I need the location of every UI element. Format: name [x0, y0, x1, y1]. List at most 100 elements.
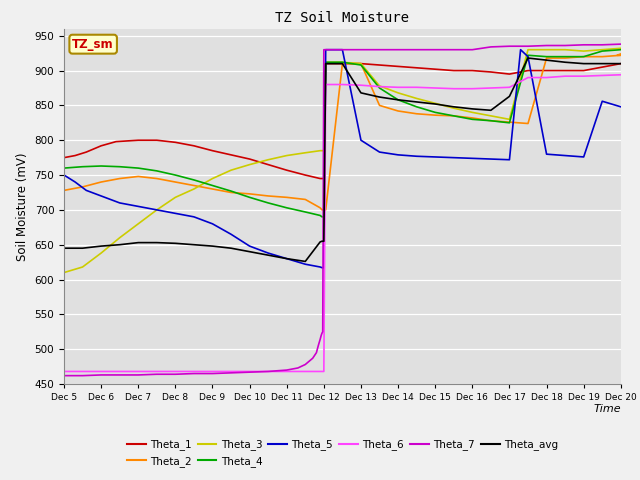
Theta_5 [322, 47, 330, 53]
Theta_7 [580, 42, 588, 48]
Theta_4 [598, 48, 606, 54]
Theta_5 [561, 153, 569, 158]
Line: Theta_7: Theta_7 [64, 44, 621, 376]
Theta_7 [339, 47, 346, 53]
Theta_2 [617, 51, 625, 57]
Line: Theta_3: Theta_3 [64, 48, 621, 273]
Theta_6 [190, 369, 198, 374]
Theta_5 [468, 156, 476, 161]
Theta_7 [320, 47, 328, 53]
Theta_5 [264, 250, 272, 256]
Line: Theta_1: Theta_1 [64, 64, 621, 179]
Theta_1 [71, 153, 79, 158]
Theta_5 [301, 261, 309, 267]
Theta_2 [543, 55, 550, 61]
Theta_4 [172, 172, 179, 178]
Theta_3 [318, 148, 326, 154]
Theta_2 [97, 179, 105, 185]
Theta_6 [264, 369, 272, 374]
Theta_4 [487, 118, 495, 124]
Theta_7 [376, 47, 383, 53]
Theta_1 [487, 69, 495, 75]
Theta_4 [227, 188, 235, 194]
Theta_4 [376, 85, 383, 91]
Theta_2 [153, 176, 161, 181]
Theta_5 [246, 243, 253, 249]
Theta_6 [301, 369, 309, 374]
Theta_2 [339, 61, 346, 67]
Theta_3 [561, 47, 569, 53]
Theta_2 [190, 182, 198, 188]
Theta_5 [209, 221, 216, 227]
Theta_6 [316, 369, 324, 374]
Theta_5 [283, 256, 291, 262]
Theta_2 [227, 190, 235, 195]
Theta_5 [316, 264, 324, 270]
Theta_7 [227, 370, 235, 376]
Theta_6 [561, 73, 569, 79]
Theta_7 [431, 47, 439, 53]
Theta_1 [339, 61, 346, 67]
Theta_7 [468, 47, 476, 53]
Theta_3 [134, 221, 142, 227]
Theta_7 [60, 373, 68, 379]
Theta_4 [450, 113, 458, 119]
Theta_4 [190, 177, 198, 183]
Theta_1 [134, 137, 142, 143]
Theta_3 [543, 47, 550, 53]
Theta_5 [617, 104, 625, 110]
Theta_3 [394, 90, 402, 96]
Text: Time: Time [593, 404, 621, 414]
Theta_avg [97, 243, 105, 249]
Theta_avg [598, 61, 606, 67]
Theta_avg [394, 97, 402, 103]
Theta_avg [543, 57, 550, 63]
Theta_7 [294, 365, 301, 371]
Theta_6 [172, 369, 179, 374]
Theta_2 [209, 186, 216, 192]
Theta_6 [357, 83, 365, 88]
Legend: Theta_1, Theta_2, Theta_3, Theta_4, Theta_5, Theta_6, Theta_7, Theta_avg: Theta_1, Theta_2, Theta_3, Theta_4, Thet… [123, 435, 562, 471]
Theta_6 [322, 82, 330, 87]
Theta_3 [60, 270, 68, 276]
Theta_7 [319, 329, 326, 335]
Theta_avg [487, 108, 495, 113]
Theta_5 [172, 211, 179, 216]
Theta_7 [314, 343, 322, 348]
Theta_6 [394, 84, 402, 90]
Theta_7 [153, 372, 161, 377]
Theta_1 [227, 152, 235, 158]
Theta_1 [561, 68, 569, 73]
Theta_3 [283, 153, 291, 158]
Theta_6 [376, 84, 383, 89]
Theta_4 [283, 205, 291, 211]
Theta_2 [357, 61, 365, 67]
Theta_4 [209, 182, 216, 188]
Theta_3 [209, 176, 216, 181]
Theta_avg [172, 240, 179, 246]
Line: Theta_avg: Theta_avg [64, 58, 621, 262]
Theta_avg [79, 245, 86, 251]
Theta_3 [487, 113, 495, 119]
Theta_1 [318, 176, 326, 181]
Theta_1 [413, 65, 420, 71]
Theta_2 [316, 205, 324, 211]
Theta_3 [322, 60, 330, 65]
Theta_1 [450, 68, 458, 73]
Theta_avg [60, 245, 68, 251]
Theta_6 [413, 84, 420, 90]
Theta_3 [598, 47, 606, 53]
Theta_6 [487, 85, 495, 91]
Theta_6 [431, 85, 439, 91]
Theta_2 [60, 188, 68, 193]
Theta_5 [320, 265, 328, 271]
Theta_5 [116, 200, 124, 206]
Theta_7 [116, 372, 124, 378]
Theta_2 [322, 207, 330, 213]
Theta_avg [339, 61, 346, 67]
Theta_3 [79, 264, 86, 270]
Theta_avg [153, 240, 161, 245]
Theta_5 [357, 137, 365, 143]
Theta_6 [246, 369, 253, 374]
Theta_avg [376, 94, 383, 100]
